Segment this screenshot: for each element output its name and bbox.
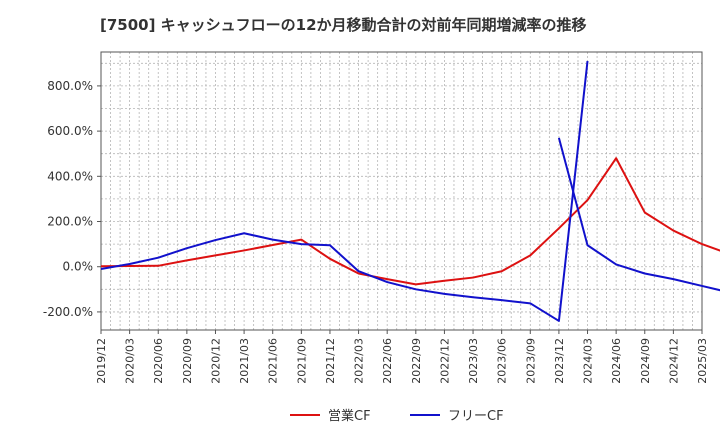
y-tick-label: 400.0% xyxy=(47,169,93,183)
x-tick-label: 2021/06 xyxy=(267,338,280,384)
y-tick-label: -200.0% xyxy=(43,305,93,319)
y-tick-label: 0.0% xyxy=(63,260,94,274)
x-tick-label: 2024/12 xyxy=(667,338,680,384)
grid xyxy=(101,52,702,330)
series-line-0 xyxy=(100,157,720,286)
x-tick-label: 2023/06 xyxy=(496,338,509,384)
x-tick-label: 2023/12 xyxy=(553,338,566,384)
x-tick-label: 2024/03 xyxy=(582,338,595,384)
x-tick-label: 2022/09 xyxy=(410,338,423,384)
x-tick-label: 2022/06 xyxy=(381,338,394,384)
x-tick-label: 2025/03 xyxy=(696,338,709,384)
x-tick-label: 2020/12 xyxy=(209,338,222,384)
chart-title: [7500] キャッシュフローの12か月移動合計の対前年同期増減率の推移 xyxy=(100,16,587,34)
x-tick-label: 2023/09 xyxy=(524,338,537,384)
x-tick-label: 2021/12 xyxy=(324,338,337,384)
series xyxy=(100,60,720,322)
y-tick-label: 800.0% xyxy=(47,79,93,93)
series-line-1 xyxy=(557,137,720,292)
x-tick-label: 2021/03 xyxy=(238,338,251,384)
x-tick-label: 2020/06 xyxy=(152,338,165,384)
series-line-1 xyxy=(100,60,589,322)
x-tick-label: 2024/06 xyxy=(610,338,623,384)
plot-frame xyxy=(100,51,703,331)
x-tick-label: 2024/09 xyxy=(639,338,652,384)
x-tick-label: 2021/09 xyxy=(295,338,308,384)
x-tick-label: 2023/03 xyxy=(467,338,480,384)
x-tick-label: 2020/09 xyxy=(181,338,194,384)
x-tick-label: 2022/03 xyxy=(353,338,366,384)
y-tick-label: 600.0% xyxy=(47,124,93,138)
plot-area xyxy=(101,52,702,330)
legend-label-0: 営業CF xyxy=(328,408,371,424)
y-tick-label: 200.0% xyxy=(47,215,93,229)
legend-label-1: フリーCF xyxy=(448,409,504,424)
axes: 800.0% 600.0% 400.0% 200.0% 0.0% -200.0% 2019/… xyxy=(43,51,709,384)
x-tick-label: 2020/03 xyxy=(124,338,137,384)
x-tick-label: 2022/12 xyxy=(438,338,451,384)
x-tick-label: 2019/12 xyxy=(95,338,108,384)
legend: 営業CF フリーCF xyxy=(290,408,504,424)
